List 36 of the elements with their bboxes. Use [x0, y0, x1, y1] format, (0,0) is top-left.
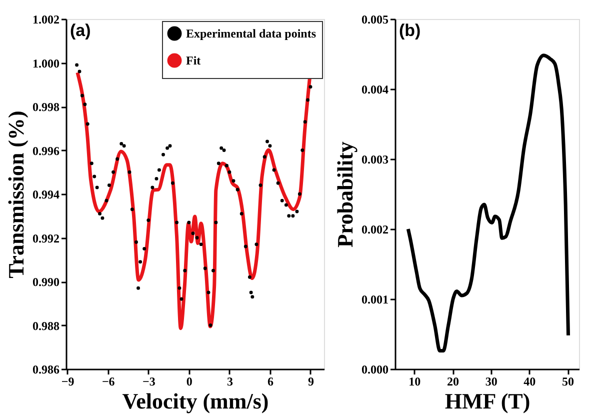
y-axis-title: Probability — [332, 142, 358, 248]
x-tick-label: 10 — [408, 374, 421, 388]
y-tick-label: 0.001 — [362, 292, 388, 306]
y-tick-label: 0.005 — [362, 12, 388, 26]
x-axis-title: Velocity (mm/s) — [122, 388, 269, 414]
line-series — [406, 54, 570, 353]
x-tick-label: 30 — [485, 374, 498, 388]
y-tick-label: 0.994 — [32, 188, 60, 202]
y-tick-label: 0.992 — [32, 231, 60, 246]
x-tick-label: −9 — [61, 374, 74, 388]
x-tick-label: 50 — [562, 374, 574, 388]
y-tick-label: 0.003 — [362, 152, 388, 166]
legend-label: Fit — [186, 54, 201, 68]
y-tick-label: 0.004 — [362, 82, 388, 96]
x-tick-label: 0 — [186, 374, 192, 388]
x-tick-label: 20 — [447, 374, 459, 388]
y-tick-label: 0.996 — [32, 144, 60, 158]
annotation: (a) — [70, 21, 91, 40]
y-tick-label: 0.990 — [32, 275, 60, 289]
x-tick-label: −3 — [142, 374, 156, 388]
y-tick-label: 0.986 — [32, 362, 60, 376]
y-tick-label: 0.998 — [32, 100, 60, 114]
y-axis-title: Transmission (%) — [4, 110, 28, 278]
x-tick-label: 9 — [308, 374, 314, 388]
annotation: (b) — [399, 21, 421, 40]
x-tick-label: 6 — [267, 374, 274, 388]
x-tick-label: 40 — [524, 374, 536, 388]
y-tick-label: 0.988 — [32, 318, 60, 333]
x-tick-label: −6 — [102, 374, 115, 388]
legend-label: Experimental data points — [186, 26, 316, 40]
y-tick-label: 1.000 — [32, 56, 60, 70]
x-tick-label: 3 — [226, 374, 233, 388]
y-tick-label: 0.002 — [362, 222, 388, 236]
x-axis-title: HMF (T) — [444, 388, 530, 414]
y-tick-label: 1.002 — [32, 12, 60, 26]
y-tick-label: 0.000 — [362, 362, 388, 376]
